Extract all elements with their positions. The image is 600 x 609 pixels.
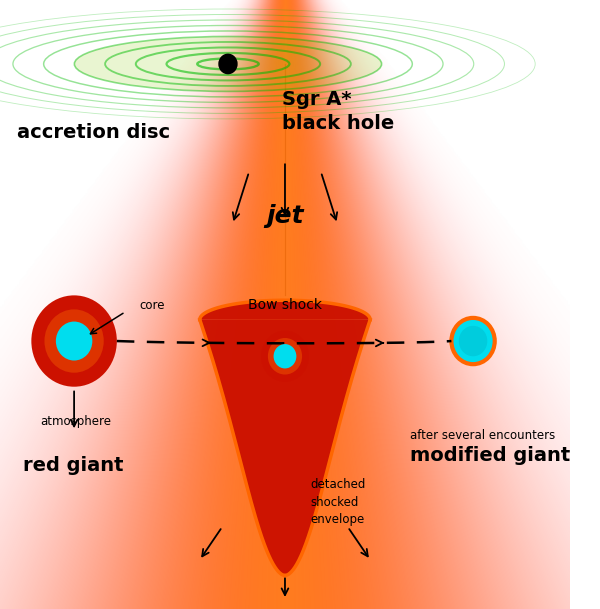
Circle shape (31, 295, 117, 387)
Circle shape (459, 326, 487, 356)
Text: after several encounters: after several encounters (410, 429, 556, 442)
Text: atmosphere: atmosphere (40, 415, 112, 428)
Circle shape (451, 318, 495, 364)
Circle shape (56, 322, 92, 361)
Text: detached
shocked
envelope: detached shocked envelope (311, 479, 366, 526)
Circle shape (218, 54, 238, 74)
Circle shape (261, 331, 309, 382)
Circle shape (268, 338, 302, 375)
Circle shape (44, 309, 104, 373)
Text: jet: jet (266, 204, 304, 228)
Text: core: core (140, 299, 165, 312)
Text: modified giant: modified giant (410, 446, 571, 465)
Text: Bow shock: Bow shock (248, 298, 322, 312)
Text: accretion disc: accretion disc (17, 123, 170, 143)
Circle shape (274, 344, 296, 368)
Polygon shape (200, 320, 370, 576)
Polygon shape (200, 300, 370, 320)
Text: Sgr A*
black hole: Sgr A* black hole (282, 90, 394, 133)
Ellipse shape (74, 37, 382, 91)
Text: red giant: red giant (23, 456, 123, 476)
